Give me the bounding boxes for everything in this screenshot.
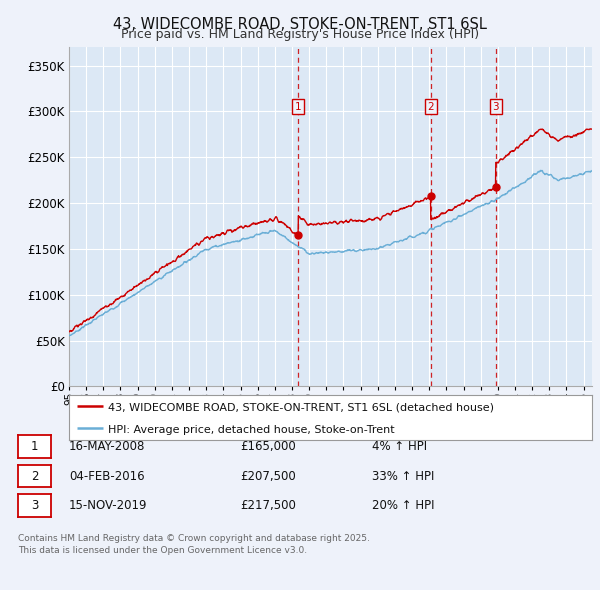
Text: Price paid vs. HM Land Registry's House Price Index (HPI): Price paid vs. HM Land Registry's House … — [121, 28, 479, 41]
Text: £217,500: £217,500 — [240, 499, 296, 512]
Text: Contains HM Land Registry data © Crown copyright and database right 2025.
This d: Contains HM Land Registry data © Crown c… — [18, 534, 370, 555]
Text: £165,000: £165,000 — [240, 440, 296, 453]
Text: 2: 2 — [31, 470, 38, 483]
Text: 15-NOV-2019: 15-NOV-2019 — [69, 499, 148, 512]
Text: £207,500: £207,500 — [240, 470, 296, 483]
Text: 3: 3 — [31, 499, 38, 512]
Text: 2: 2 — [427, 102, 434, 112]
Text: 3: 3 — [493, 102, 499, 112]
Text: HPI: Average price, detached house, Stoke-on-Trent: HPI: Average price, detached house, Stok… — [108, 425, 395, 435]
Text: 04-FEB-2016: 04-FEB-2016 — [69, 470, 145, 483]
Text: 1: 1 — [295, 102, 302, 112]
Text: 1: 1 — [31, 440, 38, 453]
Text: 43, WIDECOMBE ROAD, STOKE-ON-TRENT, ST1 6SL: 43, WIDECOMBE ROAD, STOKE-ON-TRENT, ST1 … — [113, 17, 487, 31]
Text: 16-MAY-2008: 16-MAY-2008 — [69, 440, 145, 453]
Text: 33% ↑ HPI: 33% ↑ HPI — [372, 470, 434, 483]
Text: 43, WIDECOMBE ROAD, STOKE-ON-TRENT, ST1 6SL (detached house): 43, WIDECOMBE ROAD, STOKE-ON-TRENT, ST1 … — [108, 403, 494, 412]
Text: 4% ↑ HPI: 4% ↑ HPI — [372, 440, 427, 453]
Text: 20% ↑ HPI: 20% ↑ HPI — [372, 499, 434, 512]
